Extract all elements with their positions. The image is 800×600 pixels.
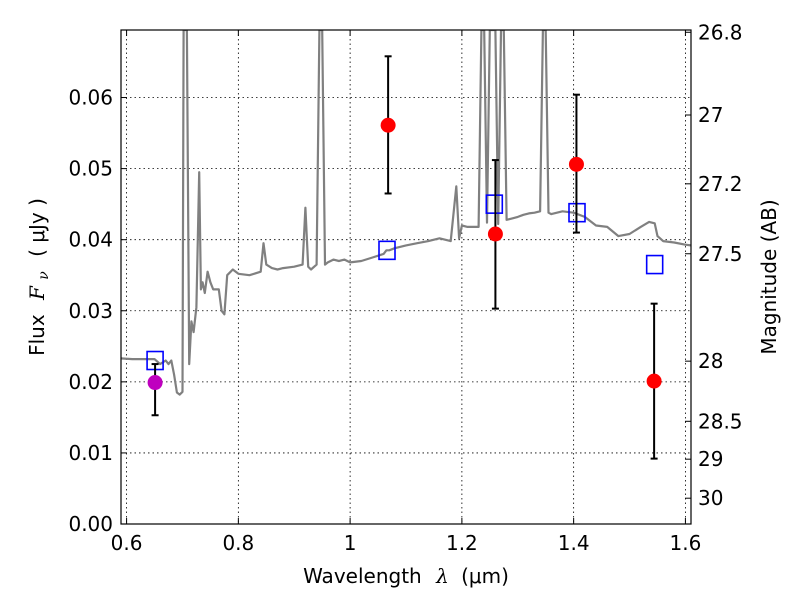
model-flux-square [485, 194, 504, 214]
y2-tick-label: 26.8 [698, 20, 743, 44]
y-tick-label: 0.04 [68, 228, 113, 252]
y2-tick-label: 28.5 [698, 409, 743, 433]
y-tick-label: 0.06 [68, 86, 113, 110]
x-tick-label: 1.2 [446, 531, 478, 555]
y-axis-label-symbol: F [25, 285, 49, 301]
spectrum-line [121, 30, 691, 396]
y2-tick-label: 27.2 [698, 172, 743, 196]
observed-flux-point [147, 375, 163, 391]
y2-tick-label: 28 [698, 349, 723, 373]
x-axis-label: Wavelength λ (μm) [303, 564, 509, 588]
y2-tick-label: 30 [698, 486, 723, 510]
y-tick-label: 0.05 [68, 157, 113, 181]
x-tick-label: 1.6 [670, 531, 702, 555]
y2-tick-label: 27 [698, 103, 723, 127]
plot-background [121, 30, 691, 524]
y2-tick-label: 29 [698, 447, 723, 471]
y-axis-label: Flux F ν ( μJy ) [25, 198, 53, 356]
y-axis-label-unit: ( μJy ) [25, 198, 49, 257]
model-flux-square [645, 254, 664, 275]
observed-flux-point [568, 156, 584, 172]
x-axis-label-unit: (μm) [461, 564, 509, 588]
y-tick-label: 0.00 [68, 512, 113, 536]
x-axis-label-prefix: Wavelength [303, 564, 422, 588]
y-tick-label: 0.03 [68, 299, 113, 323]
y-axis-label-prefix: Flux [25, 314, 49, 356]
observed-flux-point [380, 117, 396, 133]
y2-tick-label: 27.5 [698, 242, 743, 266]
model-flux-square [378, 240, 396, 261]
observed-flux-point [646, 373, 662, 389]
spectrum-layer [121, 30, 691, 396]
y-axis-label-subscript: ν [36, 271, 52, 280]
x-tick-label: 1 [344, 531, 357, 555]
marker-layer [146, 55, 664, 460]
x-tick-label: 0.6 [111, 531, 143, 555]
x-tick-label: 0.8 [222, 531, 254, 555]
observed-flux-point [487, 226, 503, 242]
y-tick-label: 0.02 [68, 370, 113, 394]
x-tick-label: 1.4 [558, 531, 590, 555]
y2-axis-label: Magnitude (AB) [757, 199, 781, 354]
ticks: 0.6 0.8 1 1.2 1.4 1.6 0.00 0.01 0.02 0.03 0.04 0.05… [68, 20, 742, 555]
y-tick-label: 0.01 [68, 441, 113, 465]
plot-frame [120, 29, 692, 525]
x-axis-label-symbol: λ [435, 564, 449, 588]
